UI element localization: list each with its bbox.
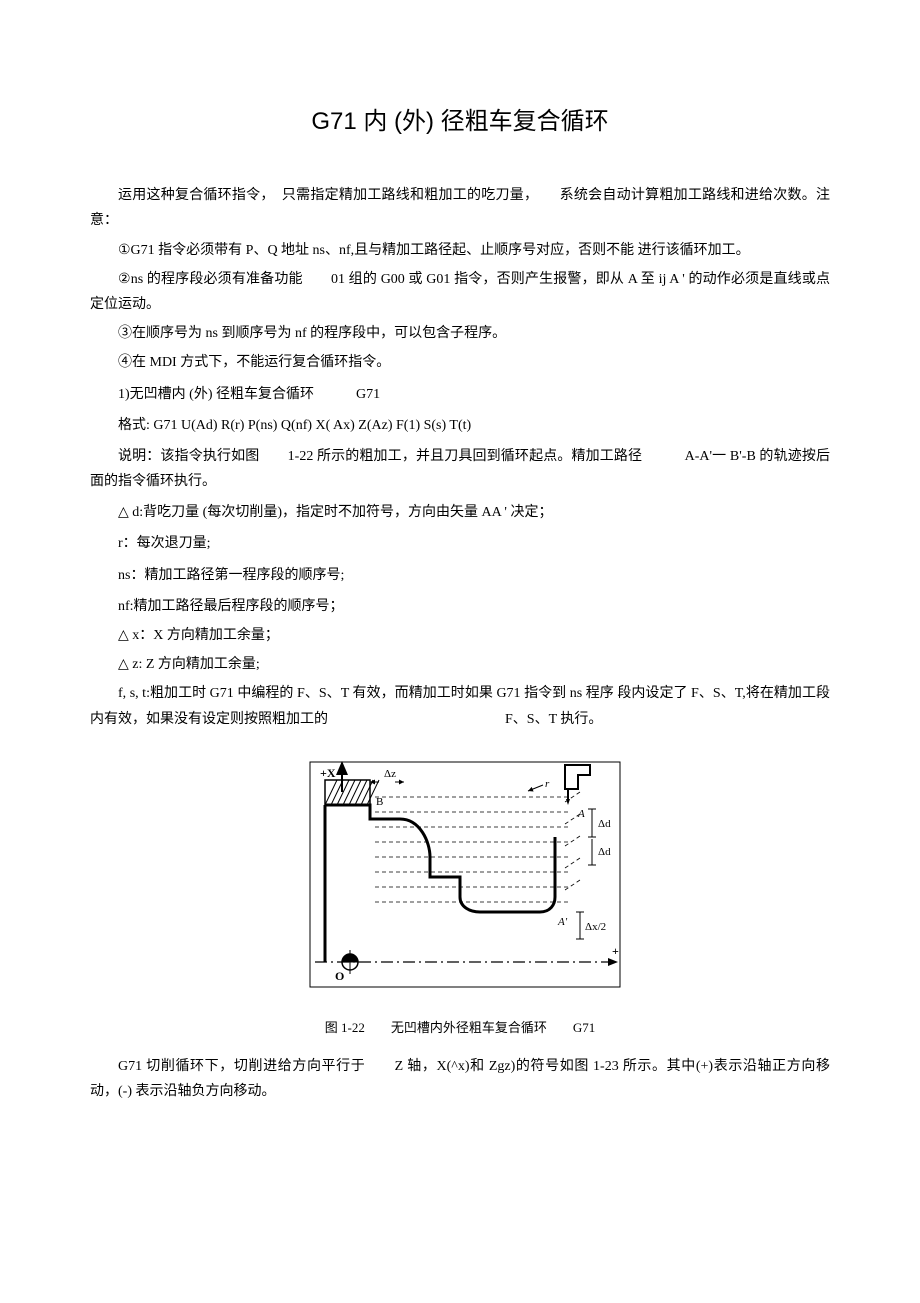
param-d: △ d:背吃刀量 (每次切削量)，指定时不加符号，方向由矢量 AA ' 决定；	[90, 500, 830, 525]
diagram-svg: +X B Δz r A Δd Δd A' Δx/2 + O	[280, 747, 640, 1012]
format-line: 格式: G71 U(Ad) R(r) P(ns) Q(nf) X( Ax) Z(…	[90, 413, 830, 438]
param-dx: △ x：X 方向精加工余量；	[90, 623, 830, 648]
param-ns: ns：精加工路径第一程序段的顺序号;	[90, 563, 830, 588]
param-fst-a: f, s, t:粗加工时 G71 中编程的 F、S、T 有效，而精加工时如果 G…	[90, 686, 830, 726]
section-1-header: 1)无凹槽内 (外) 径粗车复合循环 G71	[90, 382, 830, 407]
paragraph-intro: 运用这种复合循环指令， 只需指定精加工路线和粗加工的吃刀量， 系统会自动计算粗加…	[90, 183, 830, 233]
svg-text:B: B	[376, 796, 383, 808]
svg-text:Δz: Δz	[384, 768, 396, 780]
svg-text:Δd: Δd	[598, 818, 611, 830]
param-fst-b: F、S、T 执行。	[505, 712, 602, 727]
svg-text:A': A'	[557, 916, 568, 928]
param-fst: f, s, t:粗加工时 G71 中编程的 F、S、T 有效，而精加工时如果 G…	[90, 681, 830, 731]
svg-text:A: A	[577, 808, 585, 820]
param-r: r：每次退刀量;	[90, 531, 830, 556]
figure-caption: 图 1-22 无凹槽内外径粗车复合循环 G71	[90, 1016, 830, 1039]
svg-text:Δx/2: Δx/2	[585, 921, 606, 933]
paragraph-symbols: G71 切削循环下，切削进给方向平行于 Z 轴，X(^x)和 Zgz)的符号如图…	[90, 1054, 830, 1104]
svg-text:O: O	[335, 969, 344, 983]
param-nf: nf:精加工路径最后程序段的顺序号；	[90, 594, 830, 619]
note-4: ④在 MDI 方式下，不能运行复合循环指令。	[90, 350, 830, 375]
svg-text:+: +	[612, 944, 619, 958]
param-dz: △ z: Z 方向精加工余量;	[90, 652, 830, 677]
figure-1-22: +X B Δz r A Δd Δd A' Δx/2 + O 图 1-22 无凹槽内外径粗车复合循环 …	[90, 747, 830, 1039]
svg-text:Δd: Δd	[598, 846, 611, 858]
explanation: 说明：该指令执行如图 1-22 所示的粗加工，并且刀具回到循环起点。精加工路径 …	[90, 444, 830, 494]
note-3: ③在顺序号为 ns 到顺序号为 nf 的程序段中，可以包含子程序。	[90, 321, 830, 346]
svg-text:+X: +X	[320, 766, 336, 780]
page-title: G71 内 (外) 径粗车复合循环	[90, 100, 830, 143]
svg-text:r: r	[545, 778, 550, 790]
note-1: ①G71 指令必须带有 P、Q 地址 ns、nf,且与精加工路径起、止顺序号对应…	[90, 238, 830, 263]
note-2: ②ns 的程序段必须有准备功能 01 组的 G00 或 G01 指令，否则产生报…	[90, 267, 830, 317]
